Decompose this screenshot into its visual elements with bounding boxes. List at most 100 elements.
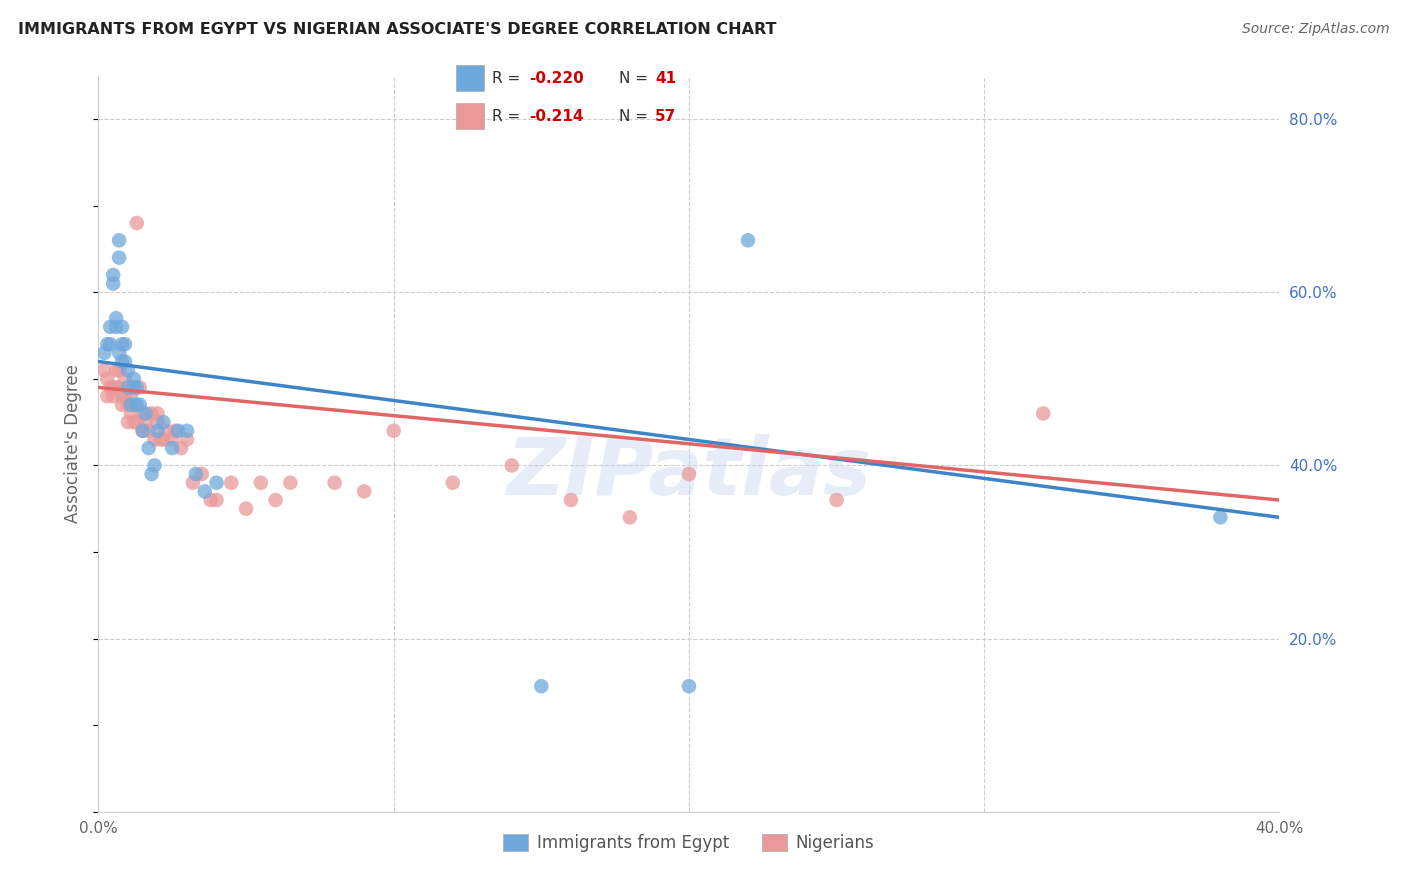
Point xyxy=(501,458,523,473)
Point xyxy=(162,441,183,455)
Point xyxy=(117,398,139,412)
Point xyxy=(143,433,166,447)
Text: -0.214: -0.214 xyxy=(529,109,583,124)
Point xyxy=(135,415,157,429)
Point xyxy=(132,407,155,421)
Point xyxy=(194,484,217,499)
Point xyxy=(280,475,302,490)
Text: 41: 41 xyxy=(655,70,676,86)
Point xyxy=(96,389,118,403)
Point xyxy=(143,458,166,473)
Point xyxy=(108,346,131,360)
Point xyxy=(114,354,136,368)
Point xyxy=(128,398,150,412)
Point xyxy=(235,501,257,516)
Point xyxy=(103,277,125,291)
Point xyxy=(176,424,198,438)
Point xyxy=(1032,407,1054,421)
Point xyxy=(96,337,118,351)
Point xyxy=(111,354,134,368)
Point xyxy=(382,424,405,438)
Point xyxy=(155,424,177,438)
Point xyxy=(200,493,222,508)
Point xyxy=(678,467,700,481)
Point xyxy=(125,415,148,429)
Point xyxy=(138,424,160,438)
Point xyxy=(96,372,118,386)
Point xyxy=(111,398,134,412)
Text: R =: R = xyxy=(492,109,526,124)
Point xyxy=(132,424,155,438)
Point xyxy=(619,510,641,524)
Point xyxy=(205,493,228,508)
Point xyxy=(141,407,163,421)
Point xyxy=(98,380,121,394)
Point xyxy=(323,475,346,490)
Point xyxy=(132,424,155,438)
Point xyxy=(191,467,214,481)
Point xyxy=(105,311,128,326)
Bar xyxy=(456,103,484,129)
Point xyxy=(1209,510,1232,524)
Point xyxy=(737,233,759,247)
Point xyxy=(530,679,553,693)
Point xyxy=(264,493,287,508)
Text: ZIPatlas: ZIPatlas xyxy=(506,434,872,512)
Point xyxy=(117,380,139,394)
Point xyxy=(105,319,128,334)
Point xyxy=(146,415,169,429)
Point xyxy=(221,475,243,490)
Point xyxy=(205,475,228,490)
Text: 57: 57 xyxy=(655,109,676,124)
Point xyxy=(120,407,142,421)
Point xyxy=(98,319,121,334)
Point xyxy=(167,424,190,438)
Point xyxy=(181,475,204,490)
Point xyxy=(141,467,163,481)
Point xyxy=(108,251,131,265)
Text: Source: ZipAtlas.com: Source: ZipAtlas.com xyxy=(1241,22,1389,37)
Text: N =: N = xyxy=(619,109,652,124)
Point xyxy=(152,433,174,447)
Point xyxy=(353,484,375,499)
Point xyxy=(146,407,169,421)
Point xyxy=(108,363,131,377)
Point xyxy=(117,415,139,429)
Point xyxy=(120,398,142,412)
Point xyxy=(149,433,172,447)
Point xyxy=(125,380,148,394)
Point xyxy=(165,424,187,438)
Point xyxy=(135,407,157,421)
Point xyxy=(111,337,134,351)
Point xyxy=(170,441,193,455)
Point xyxy=(103,389,125,403)
Point xyxy=(93,346,115,360)
Point xyxy=(108,233,131,247)
Point xyxy=(184,467,207,481)
Point xyxy=(152,415,174,429)
Point xyxy=(114,389,136,403)
Point xyxy=(122,372,145,386)
Point xyxy=(125,398,148,412)
Text: R =: R = xyxy=(492,70,526,86)
Point xyxy=(122,398,145,412)
Point xyxy=(678,679,700,693)
Bar xyxy=(456,65,484,92)
Point xyxy=(111,319,134,334)
Point xyxy=(162,433,183,447)
Point xyxy=(111,389,134,403)
Legend: Immigrants from Egypt, Nigerians: Immigrants from Egypt, Nigerians xyxy=(496,827,882,859)
Point xyxy=(125,216,148,230)
Point xyxy=(117,363,139,377)
Point xyxy=(825,493,848,508)
Point xyxy=(120,389,142,403)
Point xyxy=(441,475,464,490)
Point xyxy=(105,380,128,394)
Point xyxy=(250,475,273,490)
Point xyxy=(146,424,169,438)
Point xyxy=(122,415,145,429)
Point xyxy=(138,441,160,455)
Point xyxy=(128,380,150,394)
Point xyxy=(122,380,145,394)
Text: N =: N = xyxy=(619,70,652,86)
